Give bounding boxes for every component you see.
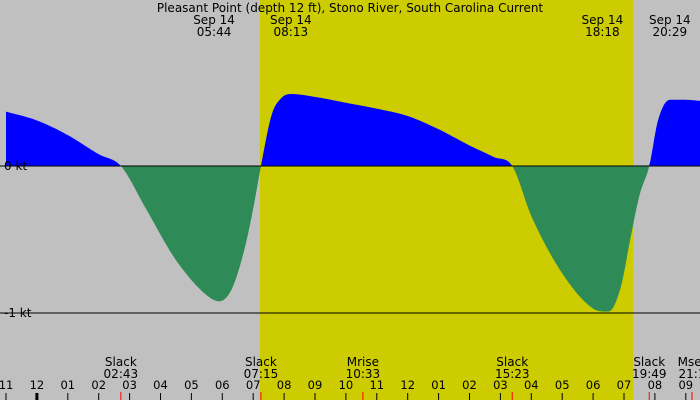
hour-label-18: 05: [555, 378, 570, 392]
top-event-date-1: Sep 14: [270, 13, 312, 27]
hour-label-22: 09: [678, 378, 693, 392]
hour-label-13: 12: [400, 378, 415, 392]
top-event-time-3: 20:29: [653, 25, 688, 39]
hour-label-14: 01: [431, 378, 446, 392]
bottom-event-label-3: Slack: [496, 355, 528, 369]
bottom-event-label-1: Slack: [245, 355, 277, 369]
hour-label-4: 03: [122, 378, 137, 392]
hour-label-21: 08: [648, 378, 663, 392]
top-event-date-3: Sep 14: [649, 13, 691, 27]
hour-label-0: 11: [0, 378, 13, 392]
hour-label-17: 04: [524, 378, 539, 392]
hour-label-11: 10: [339, 378, 354, 392]
y-tick-label-1: -1 kt: [4, 306, 32, 320]
hour-label-9: 08: [277, 378, 292, 392]
hour-label-8: 07: [246, 378, 261, 392]
bottom-event-label-2: Mrise: [347, 355, 379, 369]
hour-label-10: 09: [308, 378, 323, 392]
hour-label-3: 02: [91, 378, 106, 392]
y-tick-label-0: 0 kt: [4, 159, 27, 173]
top-event-time-0: 05:44: [197, 25, 232, 39]
hour-label-20: 07: [617, 378, 632, 392]
top-event-date-0: Sep 14: [193, 13, 235, 27]
chart-title: Pleasant Point (depth 12 ft), Stono Rive…: [157, 1, 544, 15]
hour-label-5: 04: [153, 378, 168, 392]
hour-label-1: 12: [30, 378, 45, 392]
top-event-time-2: 18:18: [585, 25, 620, 39]
top-event-time-1: 08:13: [274, 25, 309, 39]
hour-label-7: 06: [215, 378, 230, 392]
hour-label-6: 05: [184, 378, 199, 392]
hour-label-19: 06: [586, 378, 601, 392]
bottom-event-label-5: Mset: [678, 355, 700, 369]
bottom-event-time-3: 15:23: [495, 367, 530, 381]
bottom-event-time-0: 02:43: [104, 367, 139, 381]
hour-label-2: 01: [60, 378, 75, 392]
hour-label-16: 03: [493, 378, 508, 392]
bottom-event-time-4: 19:49: [632, 367, 667, 381]
bottom-event-time-1: 07:15: [244, 367, 279, 381]
hour-label-12: 11: [369, 378, 384, 392]
bottom-event-label-4: Slack: [633, 355, 665, 369]
bottom-event-time-5: 21:1: [679, 367, 700, 381]
flood-area: [6, 94, 700, 166]
bottom-event-time-2: 10:33: [346, 367, 381, 381]
top-event-date-2: Sep 14: [582, 13, 624, 27]
ebb-area: [6, 166, 700, 312]
hour-label-15: 02: [462, 378, 477, 392]
bottom-event-label-0: Slack: [105, 355, 137, 369]
